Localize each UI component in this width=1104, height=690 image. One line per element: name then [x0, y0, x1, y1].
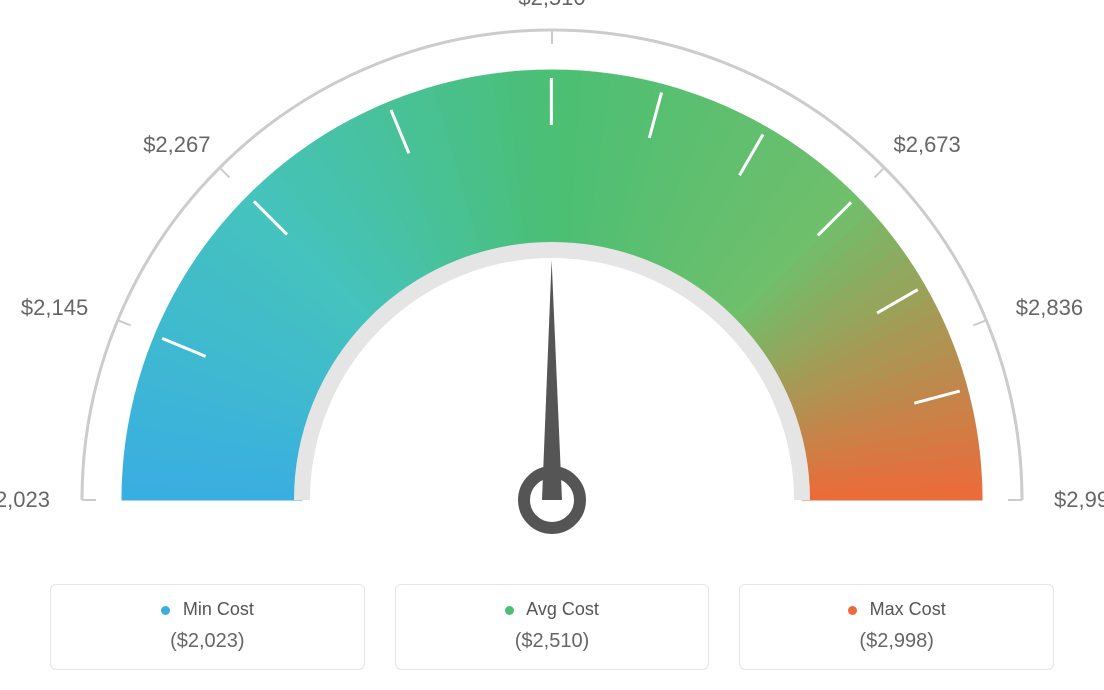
gauge-svg [0, 0, 1104, 560]
min-cost-card: Min Cost ($2,023) [50, 584, 365, 670]
gauge-tick-label: $2,267 [143, 132, 210, 158]
gauge-chart-container: $2,023 $2,145 $2,267 $2,510 $2,673 $2,836 $2,9… [0, 0, 1104, 690]
max-cost-value: ($2,998) [760, 630, 1033, 653]
min-cost-header: Min Cost [71, 599, 344, 620]
gauge-tick-label: $2,145 [21, 295, 88, 321]
max-cost-header: Max Cost [760, 599, 1033, 620]
avg-cost-value: ($2,510) [416, 630, 689, 653]
min-dot-icon [161, 606, 170, 615]
max-cost-label: Max Cost [870, 599, 946, 619]
avg-dot-icon [505, 606, 514, 615]
min-cost-label: Min Cost [183, 599, 254, 619]
gauge-tick-label: $2,836 [1016, 295, 1083, 321]
gauge: $2,023 $2,145 $2,267 $2,510 $2,673 $2,836 $2,9… [0, 0, 1104, 560]
gauge-tick-label: $2,023 [0, 487, 50, 513]
max-cost-card: Max Cost ($2,998) [739, 584, 1054, 670]
min-cost-value: ($2,023) [71, 630, 344, 653]
avg-cost-card: Avg Cost ($2,510) [395, 584, 710, 670]
legend-cards: Min Cost ($2,023) Avg Cost ($2,510) Max … [50, 584, 1054, 670]
gauge-tick-label: $2,998 [1054, 487, 1104, 513]
max-dot-icon [848, 606, 857, 615]
gauge-tick-label: $2,510 [518, 0, 585, 11]
gauge-tick-label: $2,673 [893, 132, 960, 158]
avg-cost-header: Avg Cost [416, 599, 689, 620]
avg-cost-label: Avg Cost [526, 599, 599, 619]
